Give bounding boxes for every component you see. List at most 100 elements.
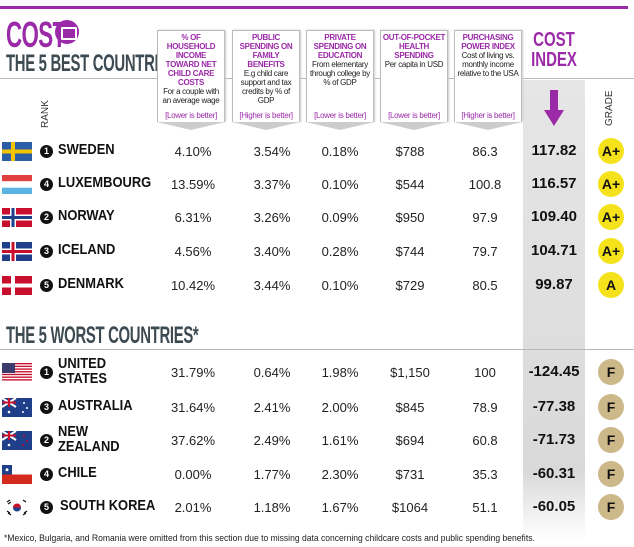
table-row: 1 SWEDEN 4.10% 3.54% 0.18% $788 86.3 117.82 A+	[0, 136, 634, 166]
grade-label: GRADE	[604, 90, 615, 126]
metric-value: 37.62%	[170, 433, 216, 448]
column-subtitle: E.g child care support and tax credits b…	[240, 69, 292, 105]
cost-index-column	[523, 80, 585, 540]
column-header: % OF HOUSEHOLD INCOME TOWARD NET CHILD C…	[157, 30, 225, 130]
rank-badge: 2	[40, 434, 53, 447]
column-title: PURCHASING POWER INDEX	[461, 33, 515, 51]
metric-value: 0.10%	[321, 278, 359, 293]
metric-value: 100	[474, 365, 496, 380]
metric-value: $731	[395, 467, 425, 482]
rank-badge: 5	[40, 279, 53, 292]
cost-index-value: -71.73	[532, 431, 576, 448]
grade-badge: A+	[598, 171, 624, 197]
metric-value: 1.77%	[253, 467, 291, 482]
metric-value: 2.30%	[321, 467, 359, 482]
grade-badge: F	[598, 359, 624, 385]
metric-value: $744	[395, 244, 425, 259]
metric-value: 0.28%	[321, 244, 359, 259]
metric-value: 4.10%	[174, 144, 212, 159]
cost-index-title-line1: COST	[533, 29, 575, 51]
south-korea-flag-icon	[2, 498, 32, 517]
rank-badge: 5	[40, 501, 53, 514]
footnote: *Mexico, Bulgaria, and Romania were omit…	[4, 533, 535, 544]
grade-badge: F	[598, 494, 624, 520]
sweden-flag-icon	[2, 142, 32, 161]
column-note: [Lower is better]	[388, 111, 440, 120]
cost-index-value: 99.87	[535, 276, 573, 293]
luxembourg-flag-icon	[2, 175, 32, 194]
column-header: OUT-OF-POCKET HEALTH SPENDING Per capita …	[380, 30, 448, 130]
usa-flag-icon	[2, 363, 32, 382]
metric-value: 0.10%	[321, 177, 359, 192]
cost-index-title: COST INDEX	[531, 30, 578, 70]
column-subtitle: Per capita in USD	[384, 60, 444, 69]
metric-value: $788	[395, 144, 425, 159]
table-row: 5 DENMARK 10.42% 3.44% 0.10% $729 80.5 99.87 A	[0, 270, 634, 300]
table-row: 1 UNITED STATES 31.79% 0.64% 1.98% $1,150 100 -…	[0, 356, 634, 387]
metric-value: 3.26%	[253, 210, 291, 225]
divider	[0, 349, 634, 350]
norway-flag-icon	[2, 208, 32, 227]
column-title: % OF HOUSEHOLD INCOME TOWARD NET CHILD C…	[165, 33, 217, 87]
metric-value: 31.64%	[170, 400, 216, 415]
table-row: 5 SOUTH KOREA 2.01% 1.18% 1.67% $1064 51.1 -60.…	[0, 492, 634, 522]
metric-value: $1,150	[390, 365, 430, 380]
column-title: OUT-OF-POCKET HEALTH SPENDING	[382, 33, 446, 60]
rank-badge: 4	[40, 178, 53, 191]
metric-value: 86.3	[472, 144, 498, 159]
column-title: PRIVATE SPENDING ON EDUCATION	[313, 33, 367, 60]
metric-value: 1.61%	[321, 433, 359, 448]
country-name: NEW ZEALAND	[58, 423, 120, 455]
grade-badge: A+	[598, 238, 624, 264]
metric-value: $694	[395, 433, 425, 448]
country-name: CHILE	[58, 464, 97, 481]
metric-value: 2.01%	[174, 500, 212, 515]
metric-value: 35.3	[472, 467, 498, 482]
arrow-down-icon	[544, 90, 564, 126]
column-note: [Lower is better]	[314, 111, 366, 120]
cost-index-value: -77.38	[532, 398, 576, 415]
metric-value: 0.18%	[321, 144, 359, 159]
metric-value: 1.67%	[321, 500, 359, 515]
best-section-title: THE 5 BEST COUNTRIES	[6, 50, 178, 77]
metric-value: 2.00%	[321, 400, 359, 415]
metric-value: 3.40%	[253, 244, 291, 259]
metric-value: 0.64%	[253, 365, 291, 380]
column-note: [Lower is better]	[165, 111, 217, 120]
australia-flag-icon	[1, 397, 32, 417]
table-row: 4 LUXEMBOURG 13.59% 3.37% 0.10% $544 100.8 116.…	[0, 169, 634, 199]
metric-value: 2.49%	[253, 433, 291, 448]
grade-badge: A+	[598, 204, 624, 230]
metric-value: $544	[395, 177, 425, 192]
column-header: PUBLIC SPENDING ON FAMILY BENEFITS E.g ch…	[232, 30, 300, 130]
metric-value: 0.09%	[321, 210, 359, 225]
country-name: NORWAY	[58, 207, 115, 224]
metric-value: 60.8	[472, 433, 498, 448]
table-row: 2 NORWAY 6.31% 3.26% 0.09% $950 97.9 109.40 A+	[0, 202, 634, 232]
cost-index-value: 116.57	[531, 175, 577, 192]
metric-value: 79.7	[472, 244, 498, 259]
cost-index-value: 104.71	[531, 242, 577, 259]
metric-value: 31.79%	[170, 365, 216, 380]
column-subtitle: From elementary through college by % of …	[310, 60, 370, 87]
rank-badge: 2	[40, 211, 53, 224]
cost-index-value: -60.05	[532, 498, 576, 515]
metric-value: $729	[395, 278, 425, 293]
denmark-flag-icon	[2, 276, 32, 295]
metric-value: $1064	[391, 500, 429, 515]
metric-value: 13.59%	[170, 177, 216, 192]
money-icon	[55, 20, 79, 44]
top-rule	[0, 6, 628, 9]
country-name: AUSTRALIA	[58, 397, 133, 414]
metric-value: 1.98%	[321, 365, 359, 380]
column-header: PRIVATE SPENDING ON EDUCATION From elemen…	[306, 30, 374, 130]
metric-value: 3.54%	[253, 144, 291, 159]
cost-index-value: 117.82	[531, 142, 577, 159]
country-name: SOUTH KOREA	[60, 497, 156, 514]
cost-index-value: 109.40	[531, 208, 577, 225]
rank-badge: 1	[40, 366, 53, 379]
metric-value: 1.18%	[253, 500, 291, 515]
metric-value: 51.1	[472, 500, 498, 515]
rank-label: RANK	[40, 100, 51, 128]
chile-flag-icon	[2, 465, 32, 484]
